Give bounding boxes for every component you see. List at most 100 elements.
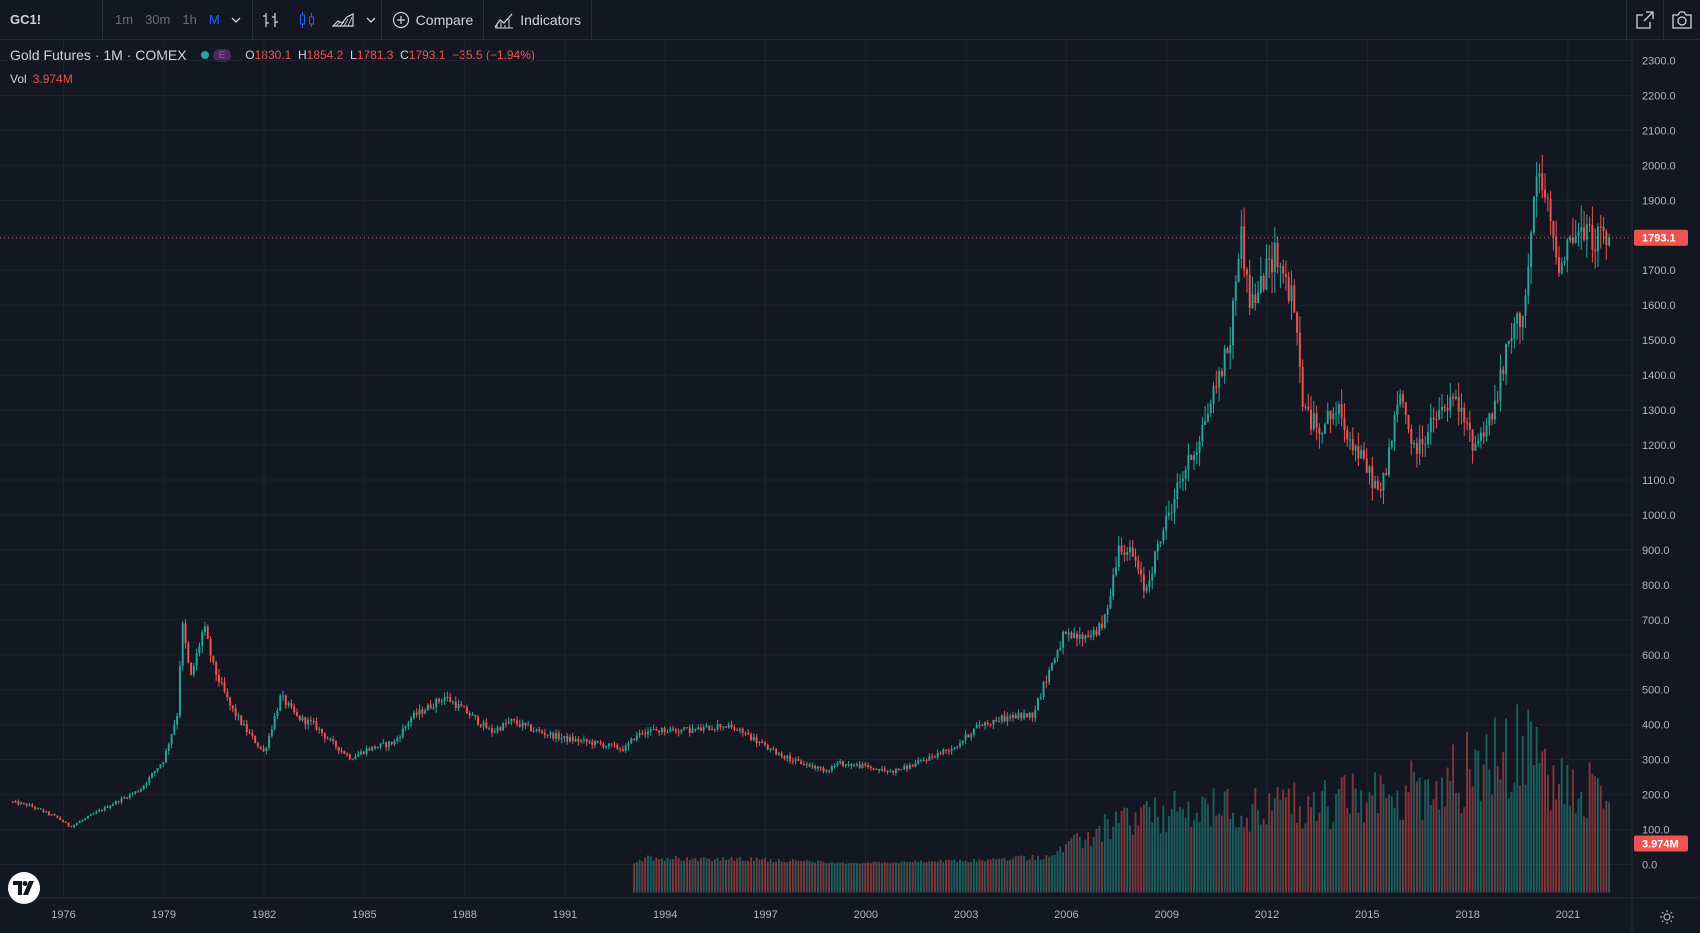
compare-button[interactable]: Compare [382,0,484,40]
candle-body [1078,634,1081,639]
candle-body [234,708,237,717]
candle-body [945,749,948,751]
volume-bar [1527,709,1530,893]
candle-body [343,750,346,754]
candle-body [190,662,193,675]
volume-bar [1343,775,1346,893]
candle-body [318,728,321,730]
volume-bar [1025,860,1028,893]
volume-bar [836,862,839,893]
candle-body [1215,386,1218,388]
candle-body [1170,512,1173,514]
volume-bar [1337,788,1340,893]
volume-bar [1084,839,1087,893]
chart-style-chevron-icon[interactable] [361,0,381,40]
candle-body [1204,421,1207,426]
interval-1h[interactable]: 1h [182,12,197,27]
time-tick-label: 2003 [954,909,978,921]
time-tick-label: 2021 [1556,909,1580,921]
volume-bar [1310,807,1312,893]
candle-body [1368,466,1371,473]
candle-body [688,727,691,733]
earnings-badge[interactable]: E [212,48,232,62]
candlesticks [11,154,1611,829]
candle-body [967,734,970,738]
volume-label[interactable]: Vol [10,72,27,86]
volume-bar [705,858,708,893]
volume-bar [953,859,956,893]
candle-body [440,700,443,702]
price-chart[interactable]: 2300.02200.02100.02000.01900.01800.01700… [0,40,1700,933]
volume-bar [1396,790,1399,893]
candle-body [936,753,939,758]
candle-body [1321,433,1324,435]
price-tick-label: 500.0 [1642,685,1670,697]
candle-body [1485,425,1488,437]
bars-style-icon[interactable] [253,0,289,40]
candle-body [830,766,833,771]
settings-gear-icon[interactable] [1656,906,1678,928]
indicators-button[interactable]: Indicators [484,0,591,40]
volume-bar [830,862,833,893]
area-style-icon[interactable] [325,0,361,40]
candle-body [1499,369,1502,401]
candle-body [1282,266,1285,274]
candle-body [112,804,115,806]
candle-body [1087,635,1090,638]
volume-bar [1039,859,1042,893]
volume-bar [786,862,789,893]
time-tick-label: 1991 [553,909,577,921]
volume-bar [975,861,978,893]
series-title[interactable]: Gold Futures · 1M · COMEX [10,47,187,63]
candle-body [1510,338,1513,342]
candle-body [223,682,226,692]
candles-style-icon[interactable] [289,0,325,40]
symbol-search[interactable]: GC1! [10,12,42,27]
volume-bar [1048,856,1051,893]
candle-body [655,728,658,731]
candle-body [351,759,354,761]
candle-body [1103,614,1106,628]
candle-body [725,726,727,728]
volume-bar [766,861,769,893]
volume-bar [1056,850,1059,893]
candle-body [1577,231,1580,237]
time-axis[interactable]: 1976 1979 1982 1985 1988 1991 1994 1997 2000 2003… [51,909,1580,921]
candle-body [855,764,858,766]
candle-body [786,755,789,759]
volume-bar [872,861,875,893]
candle-body [1301,366,1304,407]
interval-month[interactable]: M [208,12,220,27]
candle-body [1251,294,1254,308]
candle-body [148,777,151,784]
price-tick-label: 2100.0 [1642,125,1676,137]
camera-icon[interactable] [1664,0,1700,40]
volume-bar [1240,815,1243,893]
volume-bar [638,859,641,893]
volume-bar [1482,764,1485,893]
volume-bar [1321,790,1324,893]
candle-body [881,768,883,771]
candle-body [674,729,677,732]
volume-bar [1362,822,1365,893]
candle-body [1396,404,1399,416]
interval-30m[interactable]: 30m [145,12,171,27]
open-external-icon[interactable] [1627,0,1663,40]
interval-1m[interactable]: 1m [115,12,134,27]
candle-body [443,696,446,701]
candle-body [1488,413,1491,426]
candle-body [321,728,323,734]
candle-body [591,741,594,746]
volume-bar [911,862,914,893]
volume-bar [1399,819,1402,893]
candle-body [1521,315,1524,328]
interval-dropdown-chevron-icon[interactable] [226,0,246,40]
volume-bar [844,863,847,893]
candle-body [184,623,187,644]
candle-body [1276,242,1279,268]
candle-body [613,744,616,746]
candle-body [282,695,284,697]
price-axis[interactable]: 2300.02200.02100.02000.01900.01800.01700… [1634,55,1688,872]
volume-bar [883,861,886,893]
tradingview-logo-icon[interactable] [8,872,40,904]
